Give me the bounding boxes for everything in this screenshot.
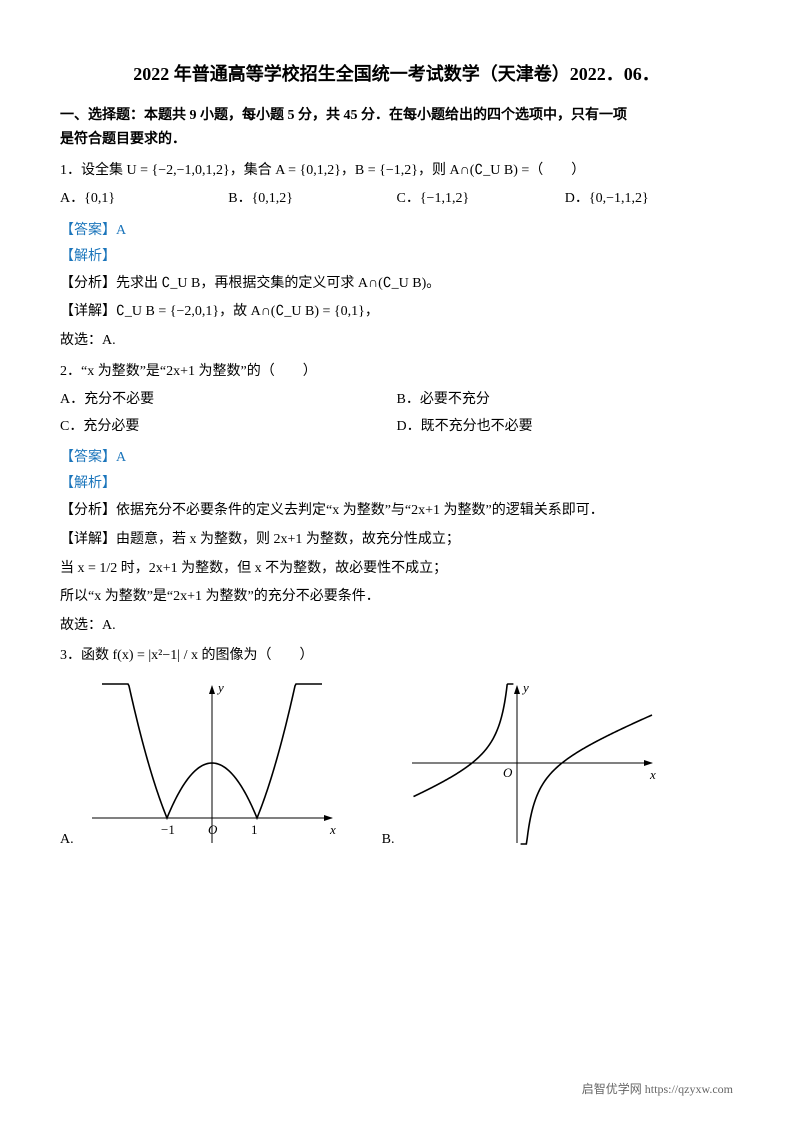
q2-choose: 故选：A. <box>60 613 733 640</box>
q2-detail3: 所以“x 为整数”是“2x+1 为整数”的充分不必要条件． <box>60 584 733 611</box>
q1-options: A．{0,1} B．{0,1,2} C．{−1,1,2} D．{0,−1,1,2… <box>60 186 733 213</box>
title-text: 2022 年普通高等学校招生全国统一考试数学（天津卷）2022．06． <box>133 64 660 84</box>
svg-text:y: y <box>521 680 529 695</box>
q1-detail: 【详解】∁_U B = {−2,0,1}，故 A∩(∁_U B) = {0,1}… <box>60 299 733 326</box>
page-title: 2022 年普通高等学校招生全国统一考试数学（天津卷）2022．06． <box>60 60 733 86</box>
q2-optD: D．既不充分也不必要 <box>397 414 734 441</box>
q3-labelB: B. <box>382 832 395 848</box>
svg-text:1: 1 <box>251 822 258 837</box>
q3-chartA: x y O −1 1 <box>82 678 342 848</box>
q2-detail2: 当 x = 1/2 时，2x+1 为整数，但 x 不为整数，故必要性不成立； <box>60 556 733 583</box>
svg-text:x: x <box>649 767 656 782</box>
q2-parse: 【解析】 <box>60 472 733 492</box>
q3-stem: 3．函数 f(x) = |x²−1| / x 的图像为（ ） <box>60 643 733 670</box>
q3-chartB-cell: B. x y O <box>382 678 663 848</box>
q1-stem: 1．设全集 U = {−2,−1,0,1,2}，集合 A = {0,1,2}，B… <box>60 158 733 185</box>
q2-options-row1: A．充分不必要 B．必要不充分 <box>60 387 733 414</box>
q2-optB: B．必要不充分 <box>397 387 734 414</box>
q2-stem: 2．“x 为整数”是“2x+1 为整数”的（ ） <box>60 359 733 386</box>
svg-text:y: y <box>216 680 224 695</box>
q3-charts: A. x y O −1 1 B. x y O <box>60 678 733 848</box>
q1-optA: A．{0,1} <box>60 186 228 213</box>
footer-text: 启智优学网 https://qzyxw.com <box>582 1082 733 1096</box>
footer: 启智优学网 https://qzyxw.com <box>582 1080 733 1098</box>
q3-chartB: x y O <box>402 678 662 848</box>
q2-detail1: 【详解】由题意，若 x 为整数，则 2x+1 为整数，故充分性成立； <box>60 527 733 554</box>
q1-optB: B．{0,1,2} <box>228 186 396 213</box>
section-header: 一、选择题：本题共 9 小题，每小题 5 分，共 45 分．在每小题给出的四个选… <box>60 104 733 152</box>
q3-labelA: A. <box>60 832 74 848</box>
q1-optD: D．{0,−1,1,2} <box>565 186 733 213</box>
section-header-l2: 是符合题目要求的． <box>60 128 733 152</box>
q1-answer: 【答案】A <box>60 219 733 239</box>
q1-parse: 【解析】 <box>60 245 733 265</box>
q3-chartA-cell: A. x y O −1 1 <box>60 678 342 848</box>
svg-text:O: O <box>208 822 218 837</box>
q2-options-row2: C．充分必要 D．既不充分也不必要 <box>60 414 733 441</box>
q2-optA: A．充分不必要 <box>60 387 397 414</box>
q1-analysis: 【分析】先求出 ∁_U B，再根据交集的定义可求 A∩(∁_U B)。 <box>60 271 733 298</box>
svg-text:O: O <box>503 765 513 780</box>
q2-analysis: 【分析】依据充分不必要条件的定义去判定“x 为整数”与“2x+1 为整数”的逻辑… <box>60 498 733 525</box>
q2-answer: 【答案】A <box>60 446 733 466</box>
q2-optC: C．充分必要 <box>60 414 397 441</box>
q1-optC: C．{−1,1,2} <box>397 186 565 213</box>
svg-text:−1: −1 <box>161 822 175 837</box>
svg-text:x: x <box>329 822 336 837</box>
q1-choose: 故选：A. <box>60 328 733 355</box>
section-header-l1: 一、选择题：本题共 9 小题，每小题 5 分，共 45 分．在每小题给出的四个选… <box>60 104 733 128</box>
